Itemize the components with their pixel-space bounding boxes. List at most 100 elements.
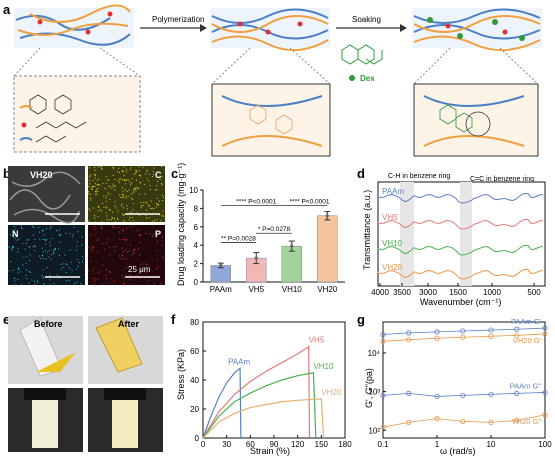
c-xtick-label: VH10 [282, 285, 303, 294]
panel-letter-a: a [3, 2, 11, 17]
f-series-label: PAAm [228, 357, 250, 366]
panel-letter-g: g [357, 312, 365, 327]
f-xtick-label: 120 [291, 440, 305, 449]
c-ylabel: Drug loading capacity (mg·g⁻¹) [176, 163, 186, 286]
c-ytick-label: 10 [189, 186, 198, 195]
d-series-label: VH10 [382, 239, 403, 248]
g-point [488, 333, 494, 339]
f-ytick-label: 80 [190, 318, 199, 327]
c-bar [317, 215, 338, 283]
c-sig-label: * P=0.0278 [258, 226, 291, 233]
scale-bar-label: 25 μm [128, 265, 151, 274]
f-series-label: VH20 [321, 388, 342, 397]
d-highlight-band [460, 182, 472, 286]
g-point [460, 392, 466, 398]
g-point [488, 391, 494, 397]
g-xlabel: ω (rad/s) [440, 446, 476, 456]
d-series-line [377, 192, 544, 204]
d-xtick-label: 1000 [483, 288, 501, 297]
d-xlabel: Wavenumber (cm⁻¹) [420, 297, 501, 307]
d-ylabel: Transmittance (a.u.) [362, 190, 372, 270]
d-annotation-cc: C=C in benzene ring [470, 176, 534, 183]
c-ytick-label: 4 [194, 241, 199, 250]
g-xtick-label: 1 [435, 440, 440, 449]
f-ytick-label: 20 [190, 405, 199, 414]
f-series-line [202, 345, 311, 439]
carbon-dots [88, 166, 164, 223]
before-label: Before [34, 319, 63, 329]
f-ytick-label: 40 [190, 376, 199, 385]
panel-letter-e: e [3, 312, 10, 327]
d-xtick-label: 500 [527, 288, 541, 297]
g-xtick-label: 0.1 [377, 440, 389, 449]
g-xtick-label: 10 [487, 440, 496, 449]
g-point [434, 329, 440, 335]
f-ytick-label: 60 [190, 347, 199, 356]
d-xtick-label: 1500 [449, 288, 467, 297]
g-point [380, 338, 386, 344]
g-series-line [382, 414, 546, 428]
g-xtick-label: 100 [538, 440, 552, 449]
soaking-label: Soaking [352, 15, 381, 24]
chart-rheology: G', G"(pa) ω (rad/s) 0.1 1 10 100 10² 10³ 10⁴ P… [364, 317, 552, 456]
nitrogen-dots [8, 225, 84, 286]
g-point [514, 390, 520, 396]
g-point [514, 332, 520, 338]
d-highlight-band [400, 182, 414, 286]
g-series-label: PAAm G" [510, 381, 542, 390]
f-xtick-label: 60 [246, 440, 255, 449]
carbon-map-tile [88, 166, 165, 222]
panel-e-photos: Before After [8, 316, 163, 452]
g-ylabel: G', G"(pa) [364, 368, 374, 408]
monomer-network [14, 4, 134, 48]
g-point [542, 412, 548, 418]
c-xtick-label: VH20 [317, 285, 338, 294]
panel-letter-b: b [3, 166, 11, 181]
g-point [460, 334, 466, 340]
g-point [488, 419, 494, 425]
g-point [514, 326, 520, 332]
nitrogen-map-tile [8, 225, 85, 285]
g-point [434, 335, 440, 341]
g-point [434, 416, 440, 422]
c-xtick-label: VH5 [248, 285, 264, 294]
f-xtick-label: 180 [338, 440, 352, 449]
g-point [380, 331, 386, 338]
f-xtick-label: 30 [222, 440, 231, 449]
g-series-label: PAAm G' [511, 317, 542, 326]
g-point [434, 393, 440, 400]
chart-stress-strain: Stress (KPa) Strain (%) 0 30 60 90 120 150 180… [176, 318, 352, 456]
c-sig-label: **** P<0.0001 [236, 199, 276, 206]
c-point [219, 263, 223, 268]
g-series-line [382, 392, 546, 397]
tile-label-vh20: VH20 [30, 170, 53, 180]
g-point [406, 337, 412, 343]
g-ytick-label: 10⁴ [368, 349, 381, 358]
panel-a-schematic: Polymerization Soaking Dex [13, 4, 542, 157]
g-point [542, 325, 548, 331]
c-ytick-label: 0 [194, 278, 199, 287]
tile-label-p: P [155, 229, 161, 239]
d-xtick-label: 3000 [419, 288, 437, 297]
f-series-line [202, 367, 242, 439]
f-xlabel: Strain (%) [250, 446, 290, 456]
chart-drug-loading: Drug loading capacity (mg·g⁻¹) 0 2 4 6 8 10 PA… [176, 163, 345, 294]
f-ylabel: Stress (KPa) [176, 349, 186, 400]
d-xtick-label: 4000 [371, 288, 389, 297]
panel-letter-d: d [357, 166, 365, 181]
tile-label-c: C [155, 170, 162, 180]
f-xtick-label: 150 [315, 440, 329, 449]
g-series-label: VH20 G' [513, 336, 542, 345]
d-series-label: PAAm [382, 187, 404, 196]
phosphorus-dots [88, 225, 164, 286]
g-frame [382, 321, 546, 439]
d-series-line [377, 218, 544, 230]
d-annotation-ch: C-H in benzene ring [388, 173, 450, 180]
d-series-label: VH5 [382, 213, 398, 222]
d-series-line [377, 244, 544, 256]
c-point [254, 256, 258, 260]
zoom-box-crosslinked [211, 83, 331, 157]
g-point [542, 331, 548, 337]
g-point [380, 424, 386, 430]
